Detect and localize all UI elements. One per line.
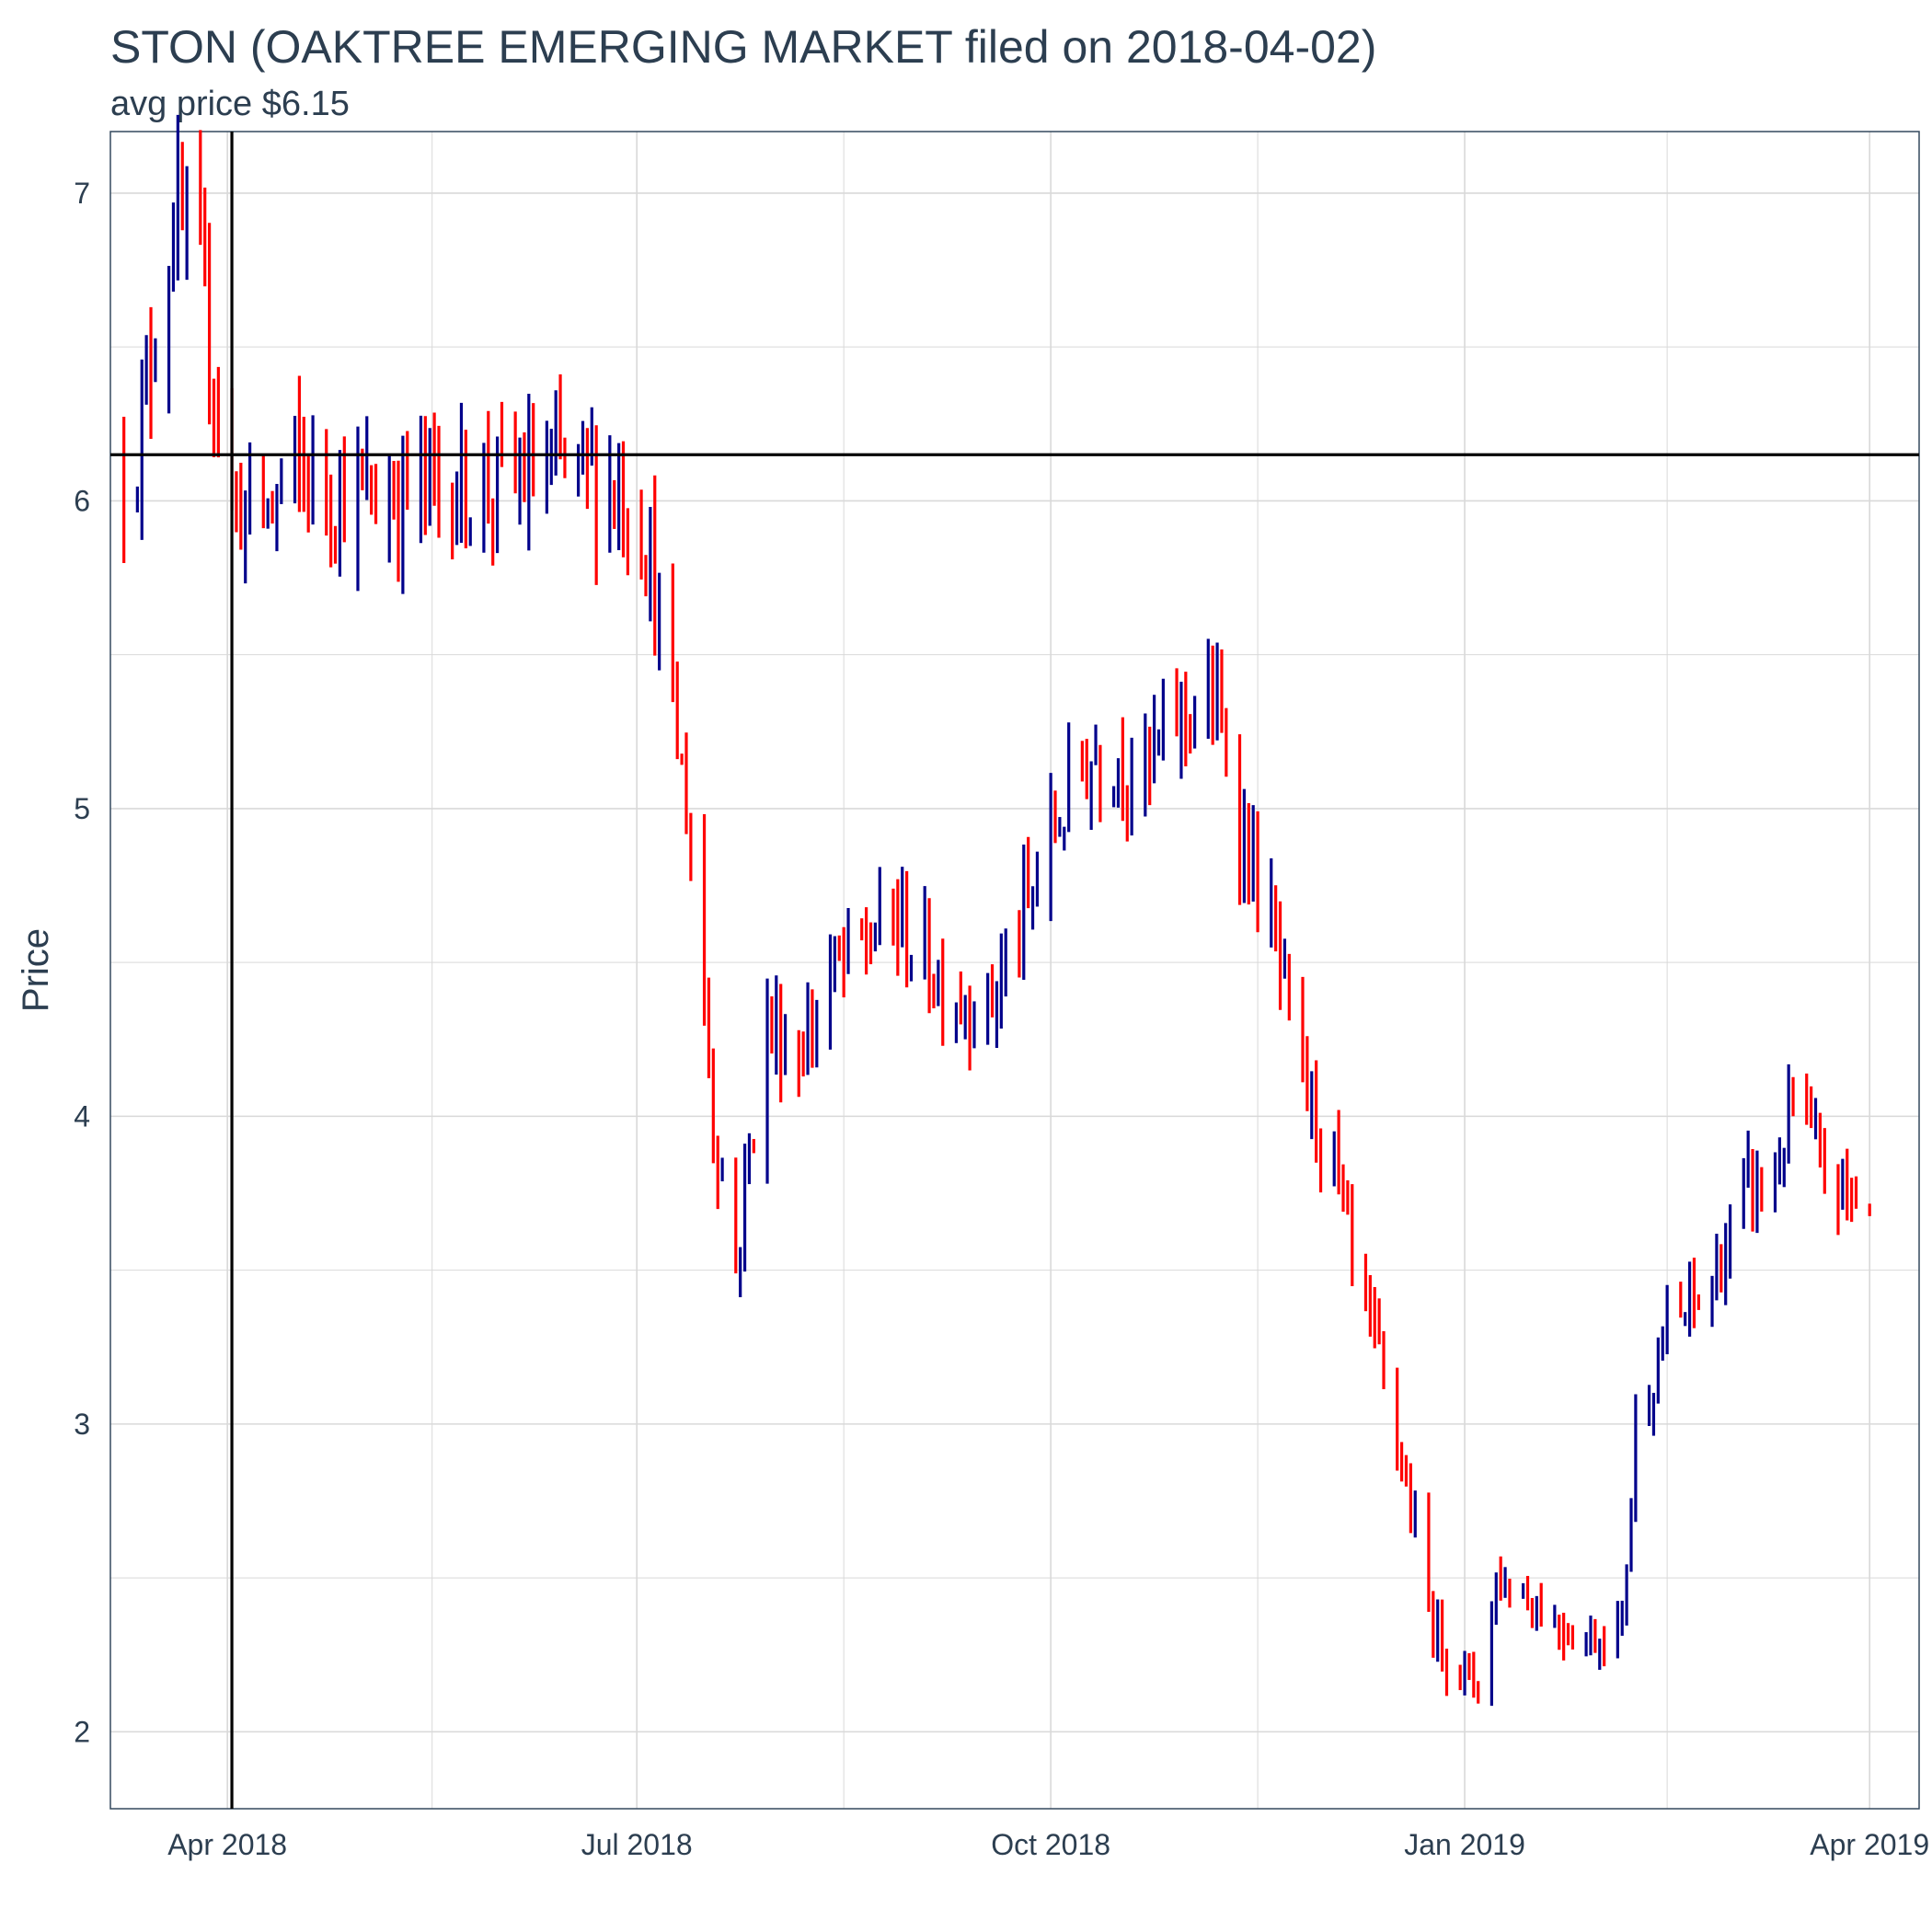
grid-layer bbox=[110, 132, 1919, 1809]
x-tick-label: Jul 2018 bbox=[581, 1828, 693, 1861]
panel-border bbox=[109, 131, 1920, 1810]
y-tick-label: 5 bbox=[74, 792, 90, 825]
x-tick-label: Jan 2019 bbox=[1404, 1828, 1525, 1861]
x-tick-label: Apr 2019 bbox=[1810, 1828, 1929, 1861]
bars-layer bbox=[122, 114, 1871, 1707]
reference-lines bbox=[110, 132, 1919, 1809]
x-axis: Apr 2018 Jul 2018 Oct 2018 Jan 2019 Apr 2019 bbox=[167, 1828, 1929, 1861]
chart-title: STON (OAKTREE EMERGING MARKET filed on 2… bbox=[110, 21, 1377, 73]
y-axis-label: Price bbox=[16, 928, 56, 1012]
y-tick-label: 6 bbox=[74, 484, 90, 517]
y-tick-label: 2 bbox=[74, 1715, 90, 1748]
x-tick-label: Oct 2018 bbox=[991, 1828, 1110, 1861]
chart-subtitle: avg price $6.15 bbox=[110, 85, 350, 123]
y-tick-label: 3 bbox=[74, 1408, 90, 1441]
x-tick-label: Apr 2018 bbox=[167, 1828, 287, 1861]
y-tick-label: 7 bbox=[74, 177, 90, 210]
y-tick-label: 4 bbox=[74, 1099, 90, 1133]
y-axis: 2 3 4 5 6 7 bbox=[74, 177, 90, 1748]
